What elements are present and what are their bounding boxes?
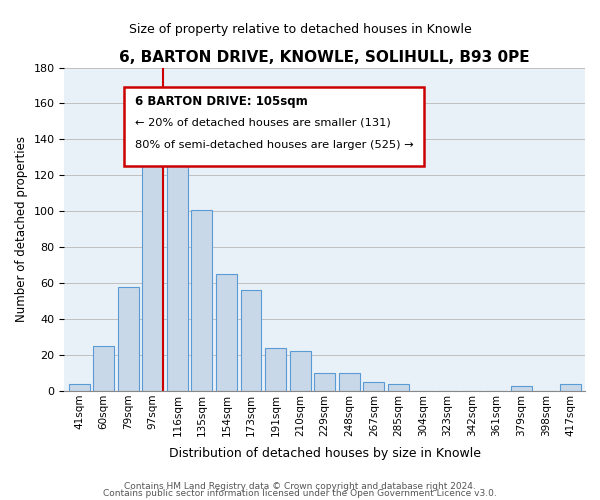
- Text: Contains HM Land Registry data © Crown copyright and database right 2024.: Contains HM Land Registry data © Crown c…: [124, 482, 476, 491]
- Bar: [388, 384, 409, 391]
- Bar: [290, 352, 311, 391]
- Bar: [191, 210, 212, 391]
- Bar: [167, 166, 188, 391]
- Text: ← 20% of detached houses are smaller (131): ← 20% of detached houses are smaller (13…: [134, 118, 391, 128]
- Bar: [560, 384, 581, 391]
- X-axis label: Distribution of detached houses by size in Knowle: Distribution of detached houses by size …: [169, 447, 481, 460]
- Bar: [142, 124, 163, 391]
- Bar: [93, 346, 114, 391]
- Bar: [216, 274, 237, 391]
- Text: Size of property relative to detached houses in Knowle: Size of property relative to detached ho…: [128, 22, 472, 36]
- Text: 6 BARTON DRIVE: 105sqm: 6 BARTON DRIVE: 105sqm: [134, 95, 307, 108]
- Bar: [364, 382, 384, 391]
- Bar: [118, 287, 139, 391]
- Bar: [69, 384, 89, 391]
- Title: 6, BARTON DRIVE, KNOWLE, SOLIHULL, B93 0PE: 6, BARTON DRIVE, KNOWLE, SOLIHULL, B93 0…: [119, 50, 530, 65]
- Bar: [339, 373, 359, 391]
- Y-axis label: Number of detached properties: Number of detached properties: [15, 136, 28, 322]
- FancyBboxPatch shape: [124, 87, 424, 166]
- Bar: [241, 290, 262, 391]
- Bar: [314, 373, 335, 391]
- Text: 80% of semi-detached houses are larger (525) →: 80% of semi-detached houses are larger (…: [134, 140, 413, 150]
- Text: Contains public sector information licensed under the Open Government Licence v3: Contains public sector information licen…: [103, 490, 497, 498]
- Bar: [511, 386, 532, 391]
- Bar: [265, 348, 286, 391]
